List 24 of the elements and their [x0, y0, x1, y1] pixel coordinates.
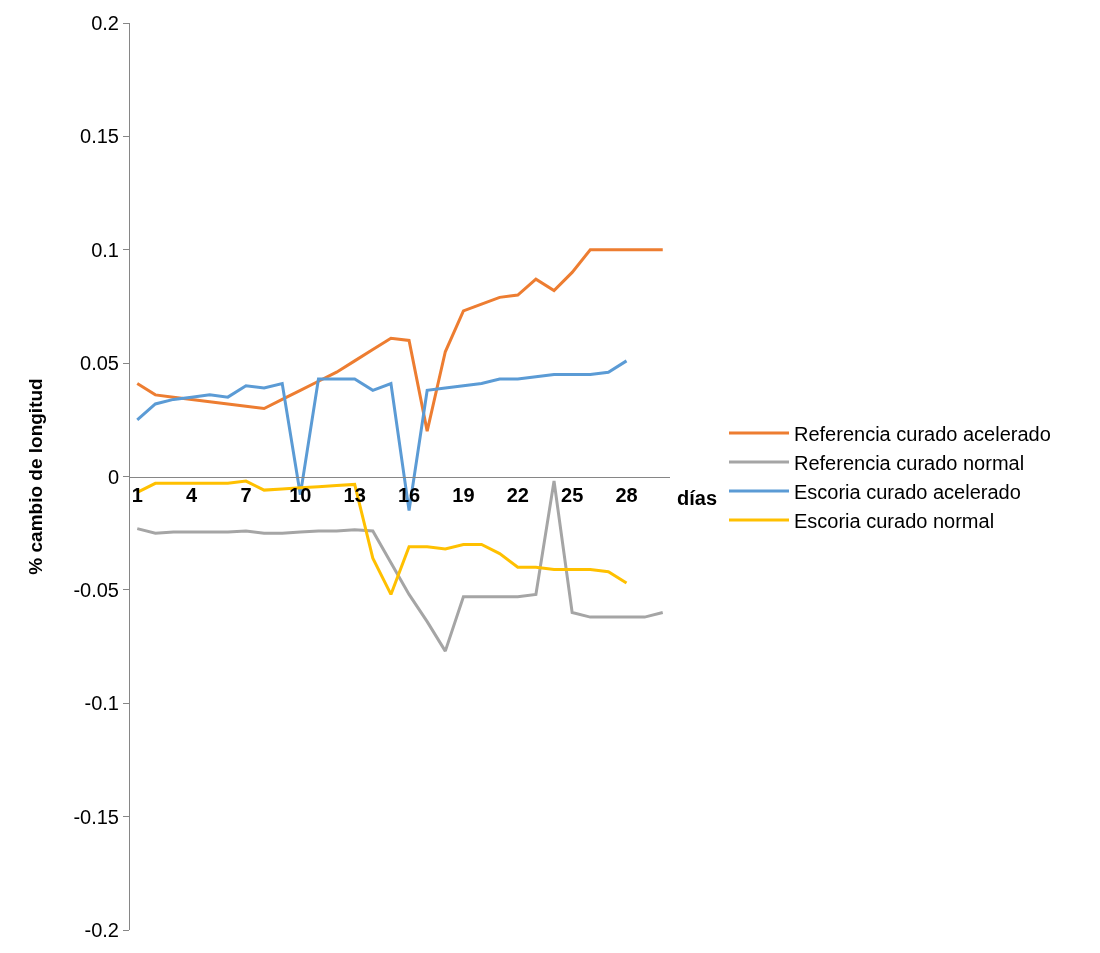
y-tick-label: -0.1	[84, 692, 119, 715]
y-tick-label: -0.15	[73, 805, 119, 828]
y-tick-label: 0.15	[80, 125, 119, 148]
x-tick-label: 25	[561, 483, 584, 506]
y-tick-label: 0.2	[91, 12, 119, 34]
y-tick-label: -0.2	[84, 919, 119, 941]
x-tick-label: 4	[186, 483, 199, 506]
x-tick-label: 22	[506, 483, 529, 506]
line-series	[135, 479, 665, 653]
x-tick-label: 19	[452, 483, 475, 506]
legend-label: Referencia curado normal	[794, 451, 1025, 474]
x-tick-label: 28	[615, 483, 638, 506]
x-tick-label: 10	[289, 483, 312, 506]
y-tick-label: 0	[107, 465, 119, 488]
y-axis-title: % cambio de longitud	[25, 378, 47, 575]
legend-label: Escoria curado acelerado	[794, 480, 1021, 503]
line-series	[135, 248, 665, 433]
y-tick-label: -0.05	[73, 578, 119, 601]
x-axis-title: días	[677, 487, 718, 509]
legend-label: Escoria curado normal	[794, 509, 995, 532]
x-tick-label: 7	[240, 483, 252, 506]
y-tick-label: 0.1	[91, 238, 119, 261]
legend-label: Referencia curado acelerado	[794, 422, 1051, 445]
y-tick-label: 0.05	[80, 352, 119, 375]
